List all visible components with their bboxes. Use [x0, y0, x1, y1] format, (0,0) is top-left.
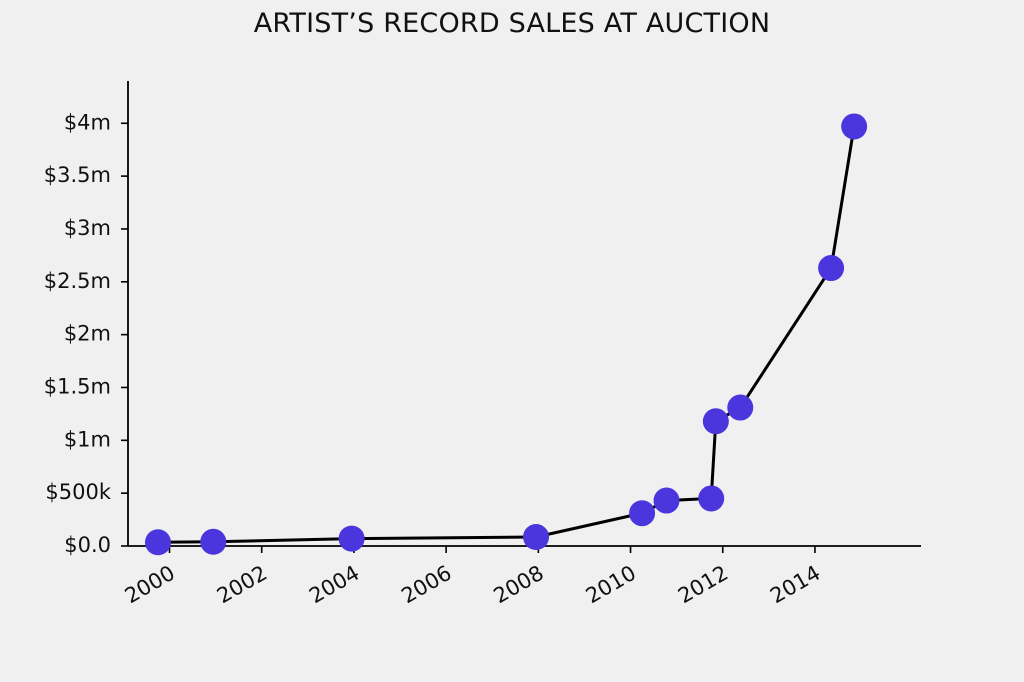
y-tick-label: $0.0	[64, 533, 111, 557]
data-point	[653, 487, 680, 514]
y-tick-label: $1.5m	[44, 374, 111, 398]
chart-title: ARTIST’S RECORD SALES AT AUCTION	[253, 8, 771, 39]
y-tick-label: $2m	[64, 322, 111, 346]
y-tick-label: $2.5m	[44, 269, 111, 293]
x-tick-label: 2004	[305, 561, 363, 609]
data-point	[698, 485, 725, 512]
data-point	[841, 113, 868, 140]
y-tick-label: $500k	[45, 480, 111, 504]
series-line	[156, 124, 856, 544]
data-point	[702, 408, 729, 435]
y-tick-label: $4m	[64, 110, 111, 134]
x-tick-label: 2008	[490, 561, 548, 609]
x-tick-label: 2006	[397, 561, 455, 609]
x-tick-label: 2012	[674, 561, 732, 609]
data-point	[200, 528, 227, 555]
x-tick-label: 2010	[582, 561, 640, 609]
y-tick-label: $3.5m	[44, 163, 111, 187]
x-tick-label: 2000	[121, 561, 179, 609]
series	[144, 113, 868, 556]
x-tick-label: 2002	[213, 561, 271, 609]
data-point	[523, 524, 550, 551]
x-tick-label: 2014	[766, 561, 824, 609]
data-point	[727, 394, 754, 421]
data-point	[338, 525, 365, 552]
y-tick-label: $1m	[64, 427, 111, 451]
data-point	[818, 255, 845, 282]
y-axis: $0.0 $500k $1m $1.5m $2m $2.5m $3m $3.5m $4m	[44, 81, 129, 557]
data-point	[144, 529, 171, 556]
data-point	[629, 500, 656, 527]
y-tick-label: $3m	[64, 216, 111, 240]
x-axis: 2000 2002 2004 2006 2008 2010 2012 2014	[121, 545, 921, 609]
